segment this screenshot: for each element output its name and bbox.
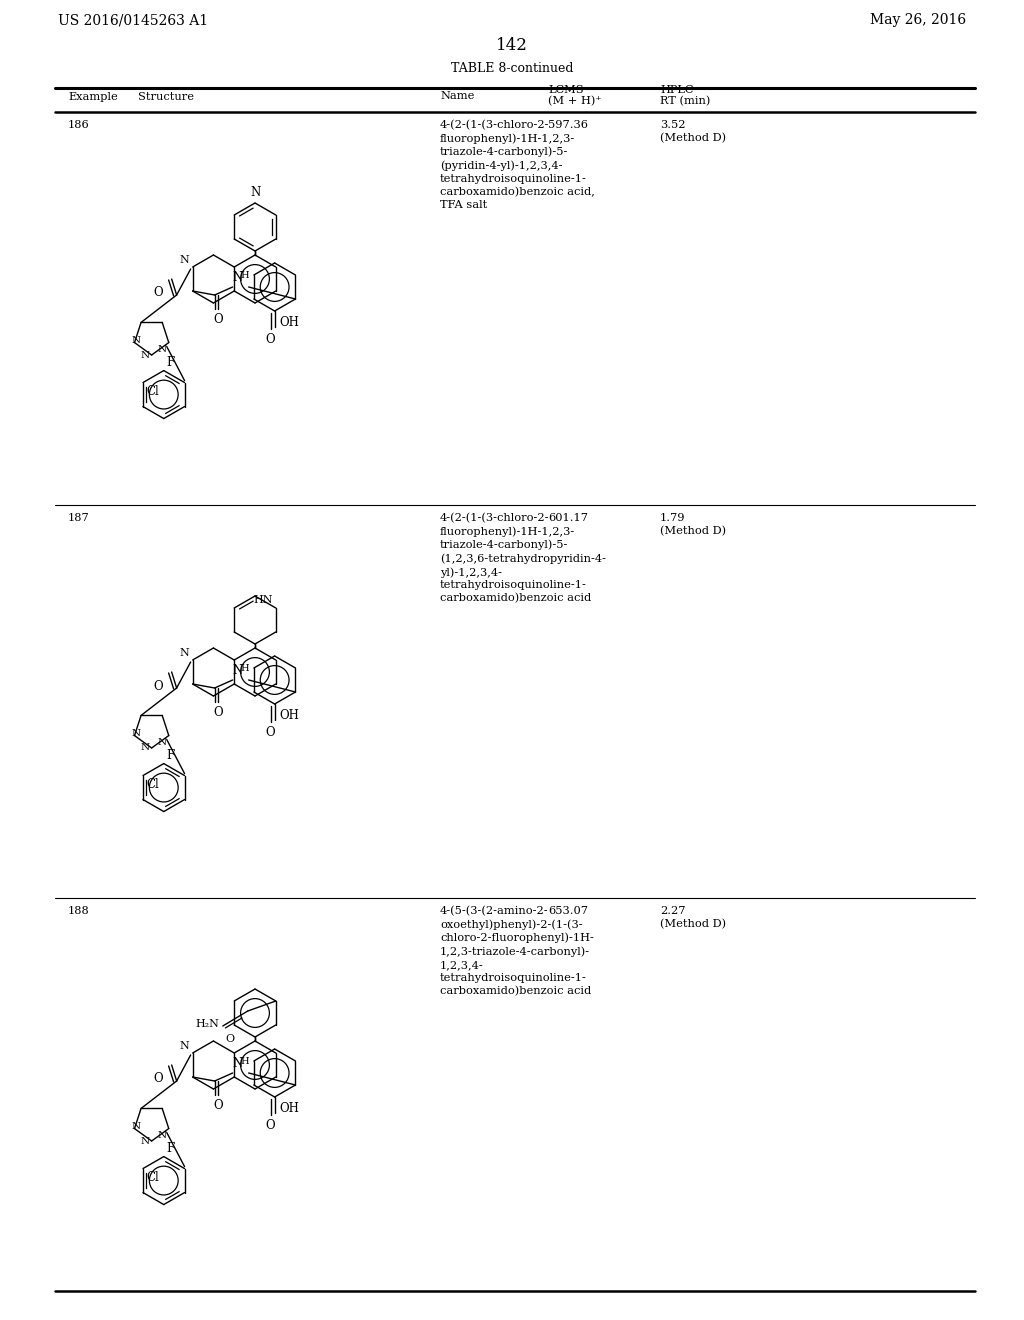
Text: H: H <box>241 1057 249 1067</box>
Text: N: N <box>251 186 261 199</box>
Text: N: N <box>132 729 141 738</box>
Text: O: O <box>214 706 223 719</box>
Text: F: F <box>167 1142 175 1155</box>
Text: Structure: Structure <box>138 92 194 102</box>
Text: N: N <box>232 271 243 284</box>
Text: OH: OH <box>280 315 300 329</box>
Text: 653.07: 653.07 <box>548 906 588 916</box>
Text: H: H <box>241 664 249 673</box>
Text: 1.79
(Method D): 1.79 (Method D) <box>660 513 726 536</box>
Text: 188: 188 <box>68 906 90 916</box>
Text: F: F <box>167 748 175 762</box>
Text: Example: Example <box>68 92 118 102</box>
Text: Name: Name <box>440 91 474 102</box>
Text: O: O <box>153 1072 163 1085</box>
Text: 4-(2-(1-(3-chloro-2-
fluorophenyl)-1H-1,2,3-
triazole-4-carbonyl)-5-
(1,2,3,6-te: 4-(2-(1-(3-chloro-2- fluorophenyl)-1H-1,… <box>440 513 606 603</box>
Text: F: F <box>167 355 175 368</box>
Text: HN: HN <box>253 595 272 605</box>
Text: 3.52
(Method D): 3.52 (Method D) <box>660 120 726 144</box>
Text: N: N <box>140 1137 150 1146</box>
Text: N: N <box>132 1122 141 1131</box>
Text: H₂N: H₂N <box>195 1019 219 1030</box>
Text: 186: 186 <box>68 120 90 129</box>
Text: O: O <box>153 680 163 693</box>
Text: 4-(2-(1-(3-chloro-2-
fluorophenyl)-1H-1,2,3-
triazole-4-carbonyl)-5-
(pyridin-4-: 4-(2-(1-(3-chloro-2- fluorophenyl)-1H-1,… <box>440 120 595 210</box>
Text: 142: 142 <box>496 37 528 54</box>
Text: (M + H)⁺: (M + H)⁺ <box>548 96 601 106</box>
Text: N: N <box>132 337 141 345</box>
Text: O: O <box>214 1100 223 1111</box>
Text: O: O <box>225 1034 234 1044</box>
Text: RT (min): RT (min) <box>660 96 711 106</box>
Text: N: N <box>158 1130 167 1139</box>
Text: O: O <box>153 286 163 300</box>
Text: 2.27
(Method D): 2.27 (Method D) <box>660 906 726 929</box>
Text: N: N <box>180 648 189 657</box>
Text: N: N <box>140 351 150 359</box>
Text: OH: OH <box>280 1102 300 1115</box>
Text: N: N <box>232 1057 243 1071</box>
Text: N: N <box>158 738 167 747</box>
Text: 4-(5-(3-(2-amino-2-
oxoethyl)phenyl)-2-(1-(3-
chloro-2-fluorophenyl)-1H-
1,2,3-t: 4-(5-(3-(2-amino-2- oxoethyl)phenyl)-2-(… <box>440 906 594 995</box>
Text: H: H <box>241 271 249 280</box>
Text: O: O <box>266 726 275 739</box>
Text: LCMS: LCMS <box>548 84 584 95</box>
Text: 601.17: 601.17 <box>548 513 588 523</box>
Text: N: N <box>180 1041 189 1051</box>
Text: 597.36: 597.36 <box>548 120 588 129</box>
Text: O: O <box>266 1119 275 1133</box>
Text: TABLE 8-continued: TABLE 8-continued <box>451 62 573 74</box>
Text: N: N <box>158 345 167 354</box>
Text: OH: OH <box>280 709 300 722</box>
Text: Cl: Cl <box>146 777 159 791</box>
Text: O: O <box>214 313 223 326</box>
Text: Cl: Cl <box>146 384 159 397</box>
Text: HPLC: HPLC <box>660 84 693 95</box>
Text: US 2016/0145263 A1: US 2016/0145263 A1 <box>58 13 208 26</box>
Text: N: N <box>232 664 243 677</box>
Text: Cl: Cl <box>146 1171 159 1184</box>
Text: May 26, 2016: May 26, 2016 <box>869 13 966 26</box>
Text: O: O <box>266 333 275 346</box>
Text: N: N <box>180 255 189 265</box>
Text: 187: 187 <box>68 513 90 523</box>
Text: N: N <box>140 743 150 752</box>
